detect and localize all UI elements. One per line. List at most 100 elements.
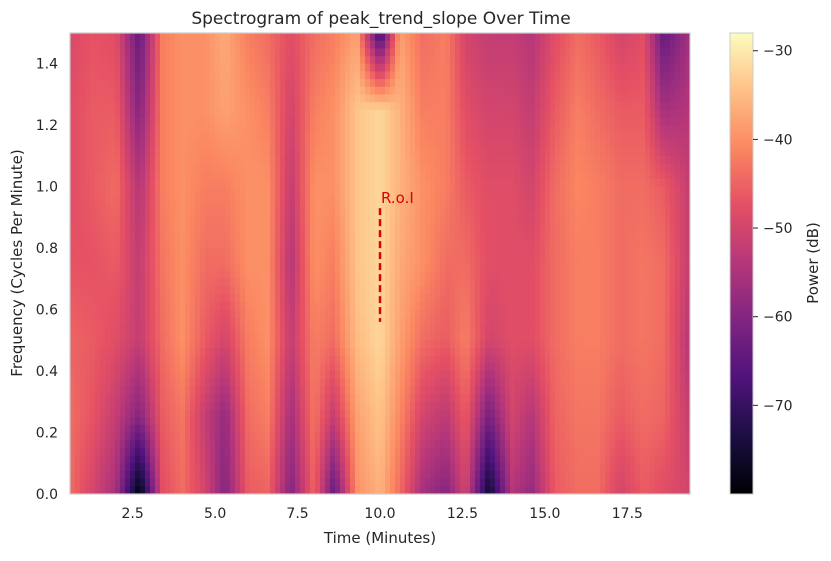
heatmap-cell <box>335 109 341 119</box>
heatmap-cell <box>95 186 101 195</box>
heatmap-cell <box>440 186 446 195</box>
heatmap-cell <box>205 340 211 349</box>
heatmap-cell <box>500 317 506 326</box>
heatmap-cell <box>125 209 131 218</box>
heatmap-cell <box>525 202 531 211</box>
heatmap-cell <box>305 202 311 211</box>
heatmap-cell <box>555 40 561 49</box>
heatmap-cell <box>385 309 391 318</box>
heatmap-cell <box>615 94 621 103</box>
heatmap-cell <box>395 240 401 249</box>
heatmap-cell <box>390 171 396 180</box>
heatmap-cell <box>360 186 366 195</box>
heatmap-cell <box>580 109 586 119</box>
heatmap-cell <box>230 202 236 211</box>
heatmap-cell <box>570 79 576 88</box>
heatmap-cell <box>420 40 426 49</box>
heatmap-cell <box>110 102 116 111</box>
heatmap-cell <box>365 125 371 134</box>
heatmap-cell <box>360 240 366 249</box>
heatmap-cell <box>565 117 571 126</box>
heatmap-cell <box>125 178 131 188</box>
heatmap-cell <box>590 309 596 318</box>
heatmap-cell <box>235 132 241 142</box>
heatmap-cell <box>515 186 521 195</box>
heatmap-cell <box>565 40 571 49</box>
heatmap-cell <box>465 71 471 80</box>
heatmap-cell <box>590 217 596 226</box>
heatmap-cell <box>185 148 191 157</box>
heatmap-cell <box>575 117 581 126</box>
heatmap-cell <box>245 255 251 265</box>
heatmap-cell <box>485 48 491 57</box>
heatmap-cell <box>460 132 466 142</box>
heatmap-cell <box>480 86 486 96</box>
heatmap-cell <box>190 140 196 149</box>
heatmap-cell <box>285 217 291 226</box>
heatmap-cell <box>645 178 651 188</box>
heatmap-cell <box>580 186 586 195</box>
heatmap-cell <box>635 102 641 111</box>
heatmap-cell <box>580 248 586 257</box>
heatmap-cell <box>85 248 91 257</box>
heatmap-cell <box>70 155 76 165</box>
heatmap-cell <box>270 255 276 265</box>
heatmap-cell <box>535 178 541 188</box>
heatmap-cell <box>465 286 471 295</box>
heatmap-cell <box>545 240 551 249</box>
heatmap-cell <box>215 79 221 88</box>
heatmap-cell <box>120 209 126 218</box>
heatmap-cell <box>170 163 176 172</box>
heatmap-cell <box>465 125 471 134</box>
heatmap-cell <box>415 271 421 280</box>
heatmap-cell <box>320 125 326 134</box>
heatmap-cell <box>560 194 566 203</box>
heatmap-cell <box>425 178 431 188</box>
heatmap-cell <box>90 33 96 42</box>
heatmap-cell <box>135 125 141 134</box>
heatmap-cell <box>350 278 356 288</box>
heatmap-cell <box>430 33 436 42</box>
heatmap-cell <box>430 117 436 126</box>
heatmap-cell <box>75 132 81 142</box>
heatmap-cell <box>530 301 536 311</box>
heatmap-cell <box>140 79 146 88</box>
heatmap-cell <box>255 132 261 142</box>
heatmap-cell <box>585 171 591 180</box>
heatmap-cell <box>135 248 141 257</box>
heatmap-cell <box>240 255 246 265</box>
heatmap-cell <box>300 109 306 119</box>
heatmap-cell <box>675 79 681 88</box>
heatmap-cell <box>110 155 116 165</box>
heatmap-cell <box>430 132 436 142</box>
heatmap-cell <box>85 225 91 234</box>
heatmap-cell <box>500 194 506 203</box>
heatmap-cell <box>245 248 251 257</box>
heatmap-cell <box>210 117 216 126</box>
heatmap-cell <box>270 102 276 111</box>
heatmap-cell <box>180 278 186 288</box>
heatmap-cell <box>105 194 111 203</box>
heatmap-cell <box>330 209 336 218</box>
heatmap-cell <box>80 178 86 188</box>
heatmap-cell <box>410 286 416 295</box>
heatmap-cell <box>160 117 166 126</box>
heatmap-cell <box>245 301 251 311</box>
heatmap-cell <box>425 102 431 111</box>
heatmap-cell <box>135 155 141 165</box>
heatmap-cell <box>120 56 126 65</box>
heatmap-cell <box>235 248 241 257</box>
heatmap-cell <box>575 132 581 142</box>
heatmap-cell <box>160 301 166 311</box>
heatmap-cell <box>105 63 111 73</box>
heatmap-cell <box>380 117 386 126</box>
heatmap-cell <box>105 217 111 226</box>
heatmap-cell <box>490 117 496 126</box>
heatmap-cell <box>555 209 561 218</box>
heatmap-cell <box>640 255 646 265</box>
heatmap-cell <box>380 140 386 149</box>
heatmap-cell <box>515 171 521 180</box>
heatmap-cell <box>365 278 371 288</box>
heatmap-cell <box>80 294 86 303</box>
heatmap-cell <box>655 40 661 49</box>
